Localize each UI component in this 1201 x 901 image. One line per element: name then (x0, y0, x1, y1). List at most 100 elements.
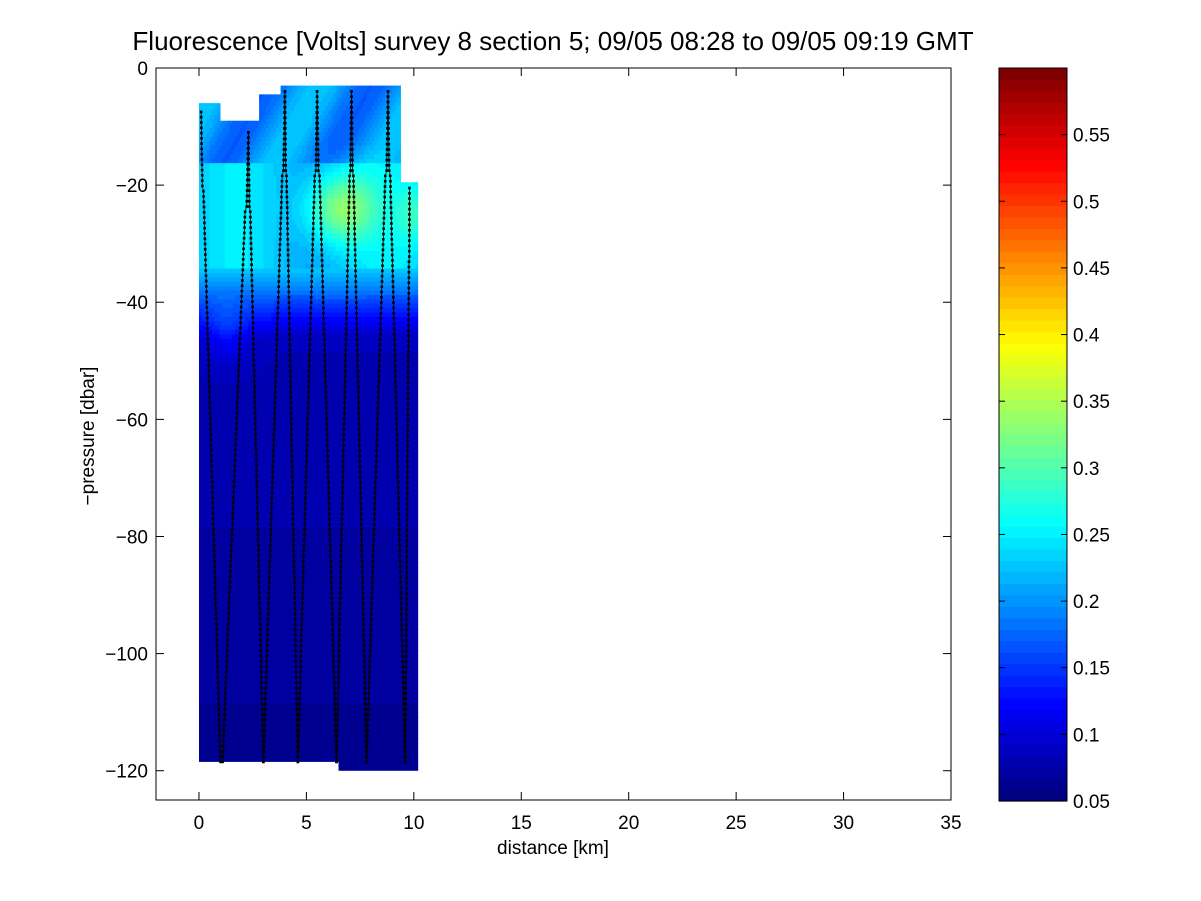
field-cell (217, 171, 221, 178)
field-cell (217, 536, 221, 542)
field-cell (222, 338, 226, 344)
field-cell (204, 698, 208, 705)
field-cell (219, 492, 223, 498)
field-cell (211, 404, 216, 410)
field-cell (219, 518, 223, 524)
field-cell (204, 180, 208, 186)
field-cell (219, 220, 223, 226)
field-cell (222, 584, 226, 590)
field-cell (245, 251, 249, 257)
field-cell (214, 171, 218, 178)
field-cell (242, 448, 247, 454)
field-cell (240, 567, 244, 573)
field-cell (240, 352, 244, 358)
field-cell (237, 698, 241, 705)
field-cell (227, 479, 231, 485)
field-cell (232, 207, 236, 213)
field-cell (242, 391, 247, 397)
field-cell (237, 193, 241, 199)
field-cell (206, 426, 210, 432)
field-cell (201, 395, 205, 402)
field-cell (211, 439, 216, 445)
field-cell (235, 448, 239, 454)
field-cell (206, 685, 210, 691)
field-cell (232, 633, 236, 639)
field-cell (206, 400, 210, 406)
field-cell (229, 154, 234, 160)
field-cell (217, 189, 221, 195)
field-cell (219, 176, 223, 182)
field-cell (209, 215, 213, 221)
field-cell (235, 128, 239, 134)
field-cell (240, 378, 244, 384)
field-cell (227, 712, 231, 718)
field-cell (206, 567, 210, 573)
field-cell (209, 756, 213, 762)
field-cell (235, 242, 239, 248)
field-cell (237, 365, 241, 371)
field-cell (242, 422, 247, 428)
field-cell (222, 325, 226, 331)
field-cell (227, 624, 231, 630)
field-cell (209, 365, 213, 371)
field-cell (232, 330, 236, 336)
field-cell (209, 299, 213, 305)
field-cell (235, 334, 239, 340)
field-cell (227, 391, 231, 397)
field-cell (217, 554, 221, 560)
field-cell (217, 119, 221, 125)
field-cell (224, 624, 229, 630)
field-cell (214, 163, 218, 169)
field-cell (219, 356, 223, 362)
field-cell (245, 229, 249, 235)
field-cell (235, 470, 239, 476)
field-cell (199, 496, 203, 503)
field-cell (224, 382, 229, 388)
field-cell (229, 457, 234, 463)
field-cell (227, 685, 231, 691)
field-cell (227, 268, 231, 274)
field-cell (232, 251, 236, 257)
field-cell (199, 584, 203, 590)
field-cell (242, 523, 247, 529)
field-cell (209, 391, 213, 397)
field-cell (235, 352, 239, 358)
field-cell (242, 198, 247, 204)
field-cell (209, 347, 213, 353)
field-cell (211, 677, 216, 683)
field-cell (222, 237, 226, 243)
field-cell (237, 668, 241, 674)
field-cell (206, 448, 210, 454)
field-cell (224, 729, 229, 735)
field-cell (232, 308, 236, 314)
field-cell (211, 128, 216, 134)
field-cell (232, 149, 236, 156)
field-cell (214, 189, 218, 195)
field-cell (229, 158, 234, 164)
field-cell (229, 255, 234, 261)
field-cell (232, 145, 236, 151)
field-cell (206, 641, 210, 647)
field-cell (237, 404, 241, 410)
field-cell (211, 576, 216, 582)
field-cell (211, 593, 216, 599)
field-cell (199, 747, 203, 753)
field-cell (240, 624, 244, 630)
field-cell (201, 435, 205, 441)
field-cell (232, 215, 236, 221)
field-cell (227, 251, 231, 257)
field-cell (237, 294, 241, 301)
field-cell (240, 224, 244, 230)
field-cell (204, 628, 208, 634)
field-cell (206, 562, 210, 568)
field-cell (237, 237, 241, 243)
field-cell (206, 224, 210, 230)
field-cell (222, 382, 226, 388)
field-cell (211, 685, 216, 691)
field-cell (227, 321, 231, 327)
field-cell (224, 580, 229, 586)
field-cell (204, 668, 208, 674)
field-cell (209, 308, 213, 314)
field-cell (204, 527, 208, 533)
field-cell (201, 663, 205, 669)
